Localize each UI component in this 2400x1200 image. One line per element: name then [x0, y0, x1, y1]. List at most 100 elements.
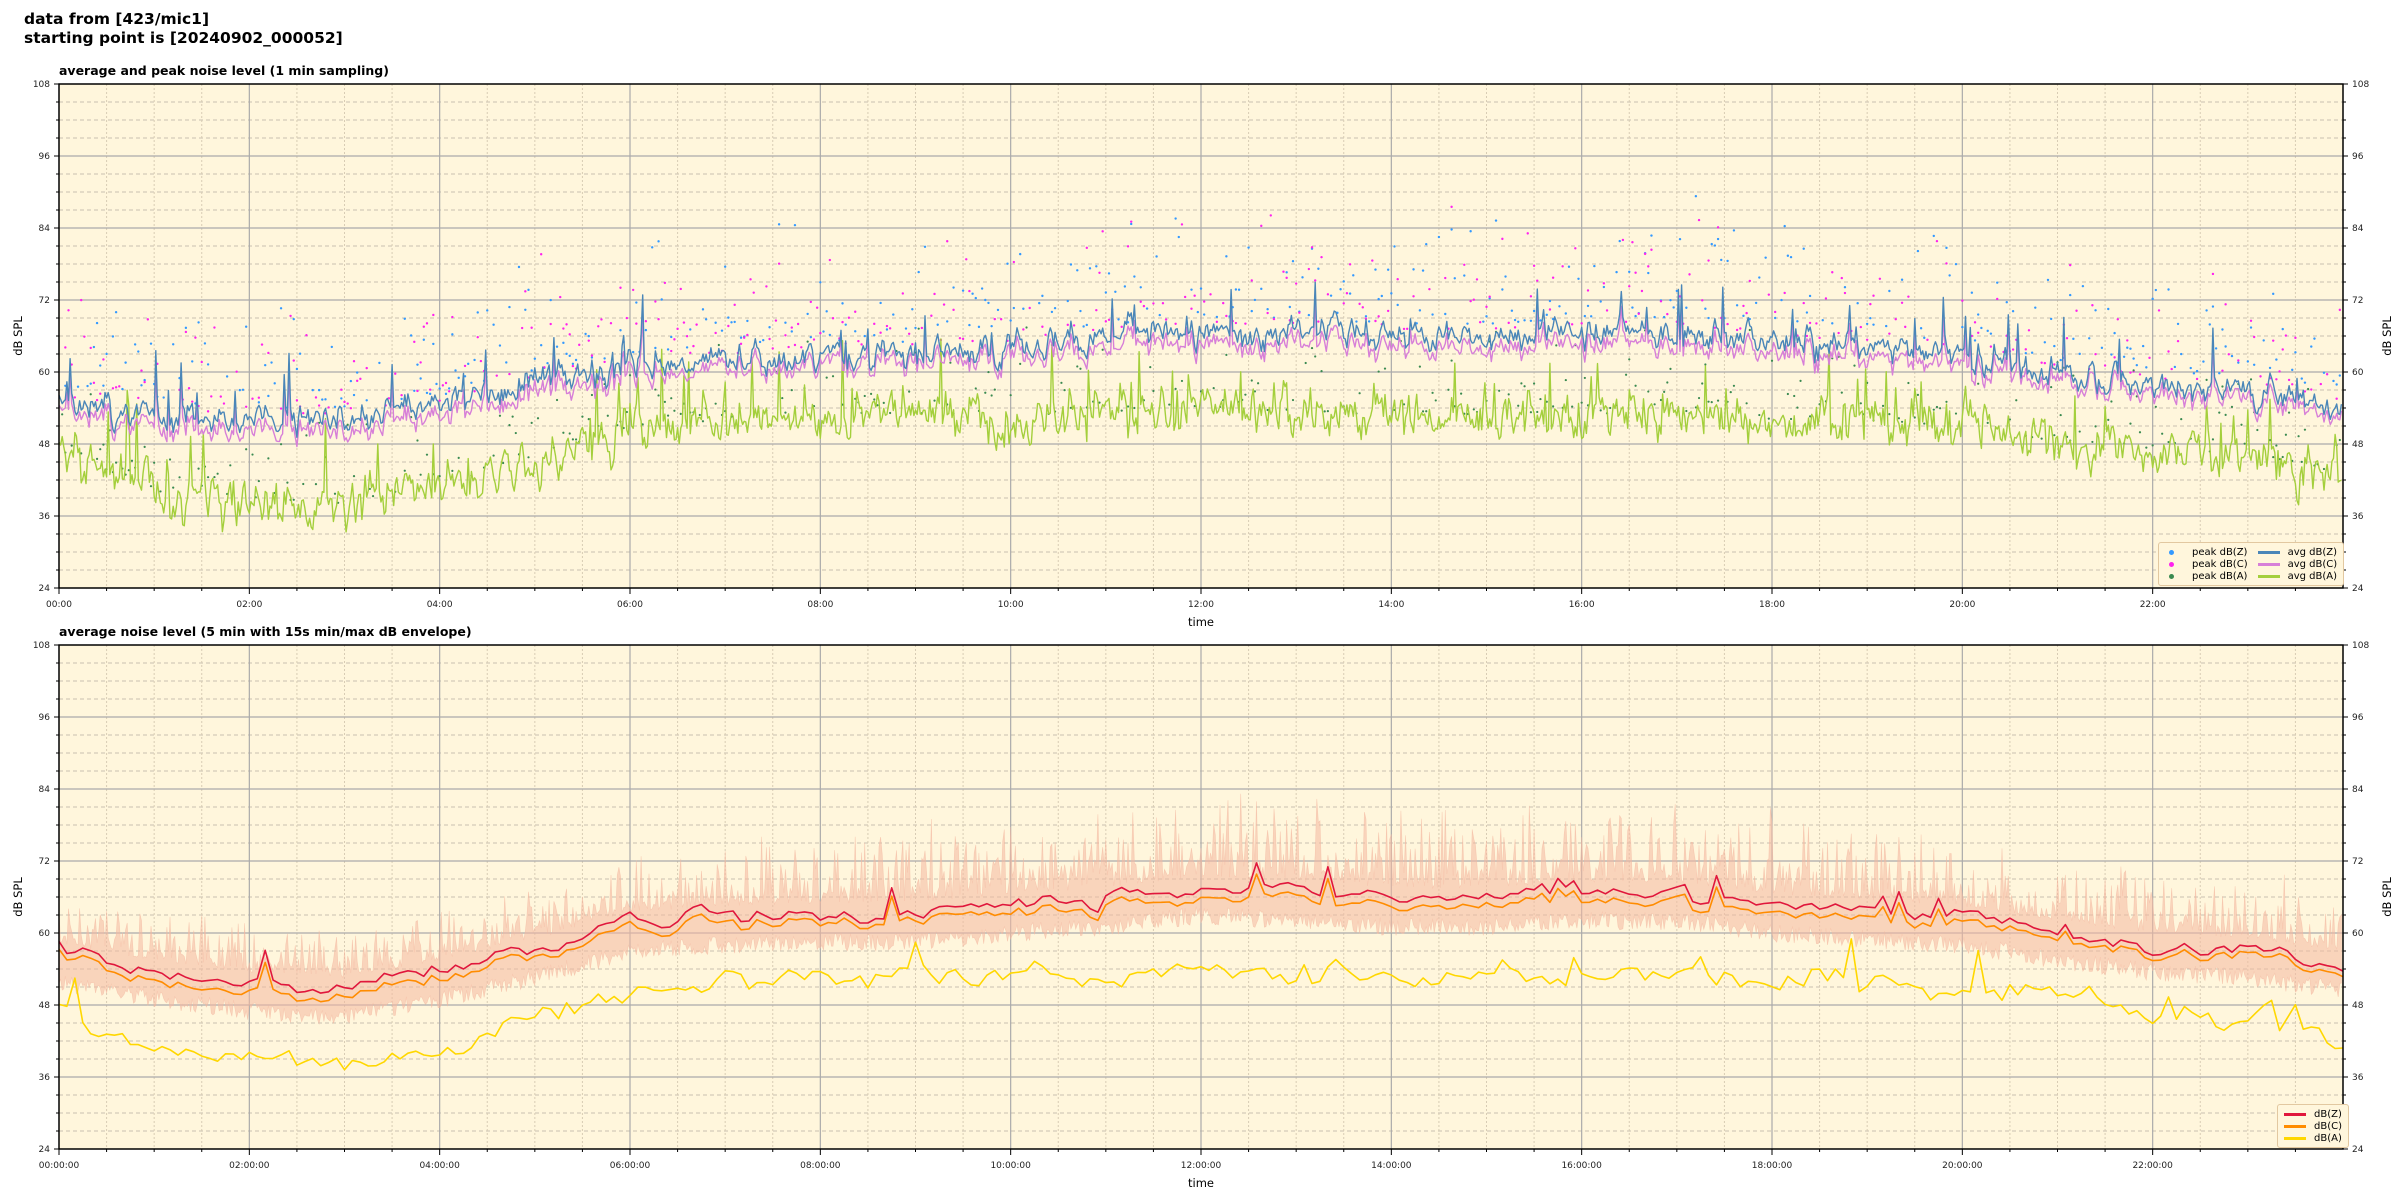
peak-z-point — [184, 326, 188, 330]
peak-a-point — [654, 388, 657, 391]
peak-a-point — [2307, 387, 2310, 391]
peak-z-point — [917, 270, 920, 274]
peak-c-point — [1961, 299, 1964, 302]
peak-z-point — [508, 305, 511, 309]
peak-a-point — [1304, 361, 1307, 365]
peak-c-point — [809, 300, 813, 304]
peak-z-point — [343, 405, 346, 408]
peak-z-point — [1367, 320, 1371, 323]
peak-c-point — [2319, 382, 2322, 386]
peak-c-point — [1869, 302, 1872, 306]
y-tick-label-right: 24 — [2352, 584, 2364, 594]
y-tick-label-right: 108 — [2352, 80, 2369, 90]
peak-a-point — [2107, 418, 2110, 421]
peak-z-point — [2275, 358, 2278, 361]
peak-c-point — [495, 374, 498, 377]
peak-c-point — [1659, 300, 1663, 303]
peak-c-point — [1739, 327, 1742, 330]
peak-z-point — [1589, 315, 1593, 318]
peak-c-point — [1561, 265, 1564, 268]
peak-a-point — [2322, 467, 2326, 471]
peak-a-point — [2240, 423, 2243, 426]
peak-z-point — [1348, 292, 1352, 295]
peak-c-point — [752, 291, 755, 294]
peak-c-point — [1904, 325, 1907, 329]
peak-a-point — [1447, 388, 1450, 391]
peak-a-point — [1888, 412, 1891, 416]
peak-a-point — [1840, 391, 1843, 394]
peak-z-point — [2180, 352, 2183, 356]
peak-z-point — [324, 398, 327, 401]
peak-z-point — [1202, 313, 1206, 316]
peak-c-point — [251, 397, 254, 400]
peak-z-point — [1453, 277, 1456, 280]
avg-c-line — [58, 296, 2343, 448]
peak-c-point — [1022, 328, 1025, 331]
peak-c-point — [1707, 259, 1710, 262]
legend-label: avg dB(Z) — [2287, 546, 2338, 558]
peak-a-point — [1659, 398, 1663, 402]
peak-a-point — [1174, 387, 1177, 391]
peak-z-point — [1805, 311, 1809, 314]
legend-line — [2284, 1112, 2306, 1116]
peak-a-point — [492, 454, 495, 457]
peak-a-point — [1434, 399, 1437, 402]
peak-z-point — [2224, 345, 2227, 348]
peak-z-point — [1364, 315, 1368, 318]
peak-z-point — [143, 378, 146, 382]
peak-z-point — [762, 338, 765, 342]
peak-z-point — [492, 323, 495, 326]
peak-c-point — [2024, 348, 2027, 351]
peak-z-point — [1123, 285, 1127, 288]
peak-a-point — [1266, 408, 1269, 412]
x-tick-label: 04:00 — [427, 600, 453, 610]
peak-a-point — [2287, 411, 2291, 414]
peak-c-point — [1314, 279, 1317, 282]
peak-a-point — [1323, 410, 1326, 413]
peak-c-point — [765, 285, 768, 288]
peak-a-point — [1133, 406, 1136, 410]
peak-z-point — [793, 223, 797, 227]
peak-z-point — [1567, 265, 1571, 268]
peak-a-point — [917, 327, 920, 330]
peak-a-point — [863, 394, 866, 398]
peak-c-point — [1713, 326, 1717, 329]
peak-a-point — [1732, 384, 1736, 387]
peak-z-point — [1317, 267, 1320, 270]
peak-a-point — [257, 479, 260, 483]
peak-z-point — [1789, 255, 1793, 259]
peak-z-point — [340, 397, 343, 400]
peak-c-point — [2338, 308, 2342, 312]
y-tick-label-right: 60 — [2352, 368, 2364, 378]
peak-z-point — [1053, 306, 1057, 310]
legend-label: avg dB(C) — [2287, 558, 2338, 570]
peak-z-point — [644, 328, 648, 332]
peak-z-point — [409, 334, 413, 337]
peak-z-point — [2291, 368, 2294, 372]
peak-c-point — [565, 323, 568, 326]
peak-c-point — [530, 326, 533, 329]
peak-c-point — [428, 388, 432, 391]
y-tick-label: 108 — [33, 80, 50, 90]
db-z-line — [58, 862, 2344, 994]
peak-z-point — [1386, 268, 1390, 271]
peak-z-point — [2272, 292, 2275, 296]
peak-c-point — [1469, 299, 1472, 303]
peak-z-point — [203, 342, 207, 345]
peak-c-point — [1320, 255, 1323, 259]
peak-c-point — [1142, 304, 1146, 308]
peak-z-point — [828, 333, 832, 337]
peak-a-point — [2072, 374, 2075, 377]
peak-a-point — [1250, 379, 1253, 382]
peak-c-point — [191, 400, 194, 403]
peak-z-point — [517, 265, 521, 269]
peak-c-point — [543, 366, 546, 369]
peak-z-point — [549, 298, 552, 302]
peak-c-point — [676, 327, 679, 331]
peak-z-point — [603, 357, 606, 360]
peak-a-point — [628, 374, 632, 377]
peak-c-point — [2091, 304, 2094, 307]
peak-z-point — [1675, 289, 1679, 293]
peak-z-point — [111, 335, 115, 338]
peak-c-point — [1507, 321, 1510, 325]
